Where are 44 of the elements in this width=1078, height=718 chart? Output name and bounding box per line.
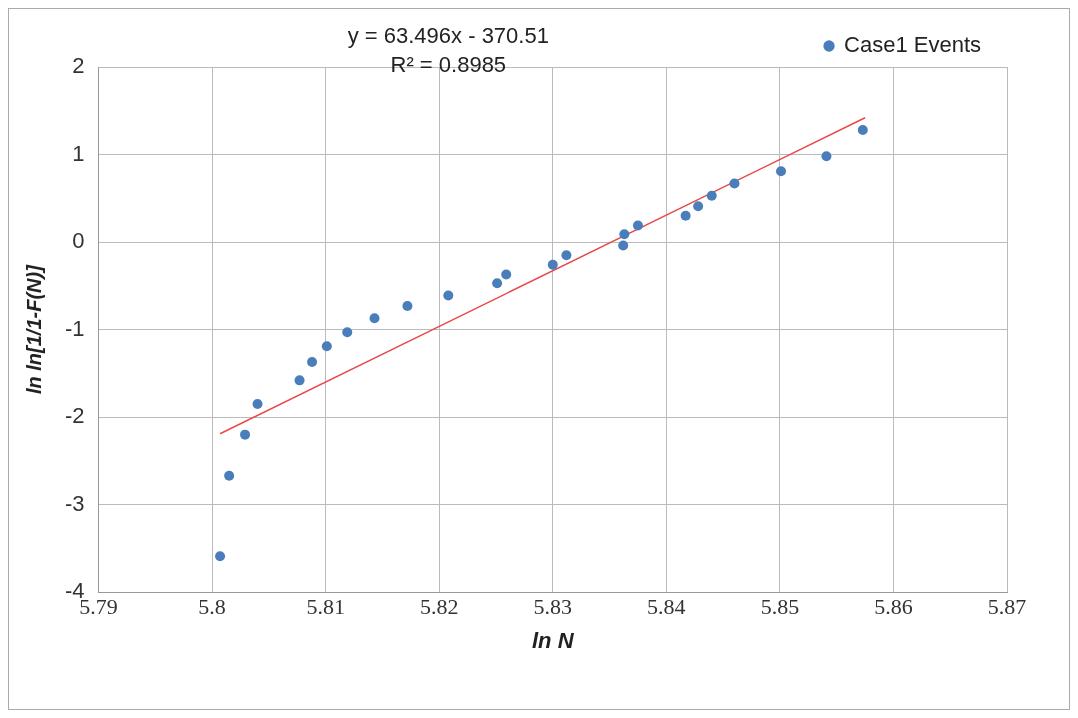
point (618, 240, 629, 251)
x-tick-label: 5.86 (874, 594, 913, 620)
point (252, 399, 263, 409)
point (402, 300, 413, 311)
y-tick-label: -2 (65, 403, 85, 429)
x-tick-label: 5.82 (419, 594, 459, 620)
point (729, 178, 740, 189)
point (294, 375, 305, 386)
point (680, 210, 691, 221)
point (369, 313, 380, 324)
point (321, 341, 332, 352)
point (240, 429, 251, 440)
x-tick-label: 5.83 (533, 594, 573, 620)
point (501, 269, 512, 280)
point (776, 166, 787, 177)
point (215, 551, 226, 562)
y-tick-label: 0 (72, 228, 85, 254)
point (342, 327, 353, 338)
annotation: R² = 0.8985 (390, 52, 507, 78)
point (706, 190, 717, 201)
y-tick-label: -3 (65, 490, 85, 516)
point (561, 250, 572, 261)
x-tick-label: 5.85 (760, 594, 800, 620)
point (224, 470, 235, 481)
x-axis-title: ln N (532, 627, 575, 653)
point (821, 151, 832, 162)
point (443, 290, 454, 301)
point (547, 259, 558, 270)
text: y = 63.496x - 370.51 (347, 23, 549, 49)
point (492, 278, 503, 289)
point (857, 125, 868, 136)
point (619, 229, 630, 240)
y-axis-title: ln ln[1/1-F(N)] (22, 263, 45, 395)
x-tick-label: 5.8 (198, 594, 226, 620)
y-tick-label: 1 (72, 140, 85, 166)
point (632, 220, 643, 231)
y-tick-label: -1 (65, 315, 85, 341)
point (693, 201, 704, 212)
y-tick-label: 2 (72, 53, 85, 79)
x-tick-label: 5.84 (647, 594, 686, 620)
x-tick-label: 5.81 (306, 594, 345, 620)
legend-label: Case1 Events (844, 32, 982, 58)
x-tick-label: 5.87 (987, 594, 1027, 620)
point (307, 356, 318, 367)
